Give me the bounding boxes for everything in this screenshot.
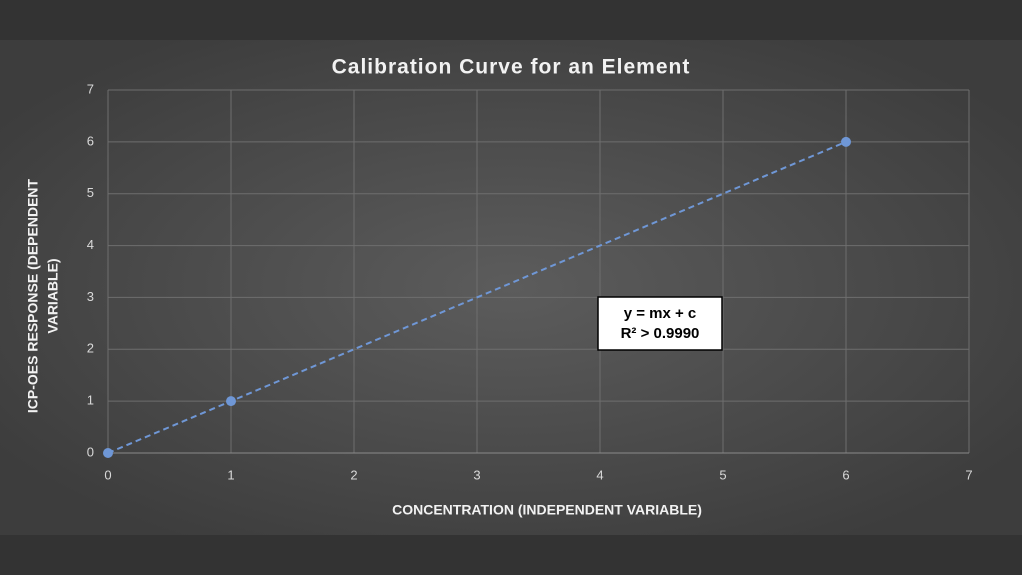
y-tick-label: 1	[87, 393, 94, 408]
x-axis-label: CONCENTRATION (INDEPENDENT VARIABLE)	[392, 502, 702, 518]
y-axis-label: ICP-OES RESPONSE (DEPENDENT	[25, 178, 41, 413]
y-tick-label: 7	[87, 81, 94, 96]
annotation-box	[597, 296, 723, 351]
x-tick-label: 4	[596, 467, 603, 482]
x-tick-label: 2	[350, 467, 357, 482]
y-tick-label: 6	[87, 133, 94, 148]
y-tick-label: 0	[87, 444, 94, 459]
annotation: R² > 0.9990	[621, 325, 700, 342]
chart-title: Calibration Curve for an Element	[332, 56, 691, 79]
chart-background	[0, 40, 1022, 535]
x-tick-label: 7	[965, 467, 972, 482]
y-tick-label: 4	[87, 237, 94, 252]
y-tick-label: 3	[87, 289, 94, 304]
y-axis-label: VARIABLE)	[45, 258, 61, 333]
x-tick-label: 0	[104, 467, 111, 482]
x-tick-label: 1	[227, 467, 234, 482]
y-tick-label: 2	[87, 341, 94, 356]
x-tick-label: 6	[842, 467, 849, 482]
annotation: y = mx + c	[624, 305, 697, 322]
x-tick-label: 5	[719, 467, 726, 482]
data-point	[226, 396, 236, 407]
y-tick-label: 5	[87, 185, 94, 200]
data-point	[841, 136, 851, 147]
x-tick-label: 3	[473, 467, 480, 482]
data-point	[103, 448, 113, 458]
